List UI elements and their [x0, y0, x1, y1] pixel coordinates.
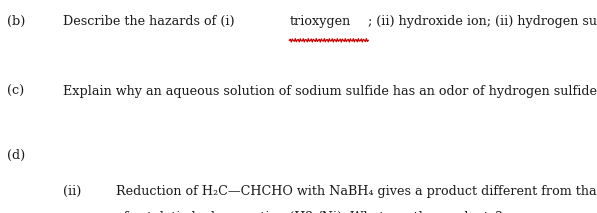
Text: (ii): (ii)	[63, 185, 81, 198]
Text: trioxygen: trioxygen	[290, 15, 350, 28]
Text: (d): (d)	[7, 149, 26, 162]
Text: of catalytic hydrogenation (H2 /Ni). What are the products?: of catalytic hydrogenation (H2 /Ni). Wha…	[116, 211, 503, 213]
Text: Explain why an aqueous solution of sodium sulfide has an odor of hydrogen sulfid: Explain why an aqueous solution of sodiu…	[63, 85, 597, 98]
Text: ; (ii) hydroxide ion; (ii) hydrogen sulfide.: ; (ii) hydroxide ion; (ii) hydrogen sulf…	[368, 15, 597, 28]
Text: (b): (b)	[7, 15, 26, 28]
Text: Reduction of H₂C—CHCHO with NaBH₄ gives a product different from that: Reduction of H₂C—CHCHO with NaBH₄ gives …	[116, 185, 597, 198]
Text: Describe the hazards of (i): Describe the hazards of (i)	[63, 15, 238, 28]
Text: (c): (c)	[7, 85, 24, 98]
